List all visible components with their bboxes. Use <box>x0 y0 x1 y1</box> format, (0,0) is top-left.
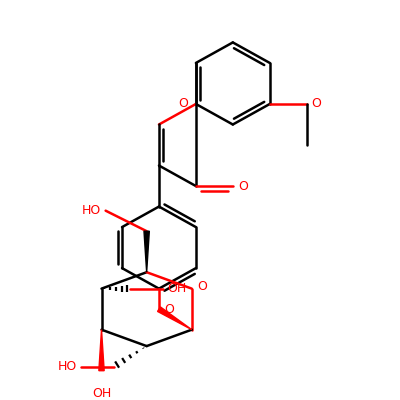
Polygon shape <box>99 330 104 371</box>
Text: OH: OH <box>167 282 186 295</box>
Text: O: O <box>178 98 188 110</box>
Text: HO: HO <box>82 204 101 217</box>
Text: O: O <box>198 280 208 294</box>
Text: OH: OH <box>92 387 111 400</box>
Text: O: O <box>165 303 174 316</box>
Text: O: O <box>312 98 322 110</box>
Text: HO: HO <box>58 360 77 373</box>
Text: O: O <box>238 180 248 192</box>
Polygon shape <box>144 231 149 272</box>
Polygon shape <box>158 307 192 330</box>
